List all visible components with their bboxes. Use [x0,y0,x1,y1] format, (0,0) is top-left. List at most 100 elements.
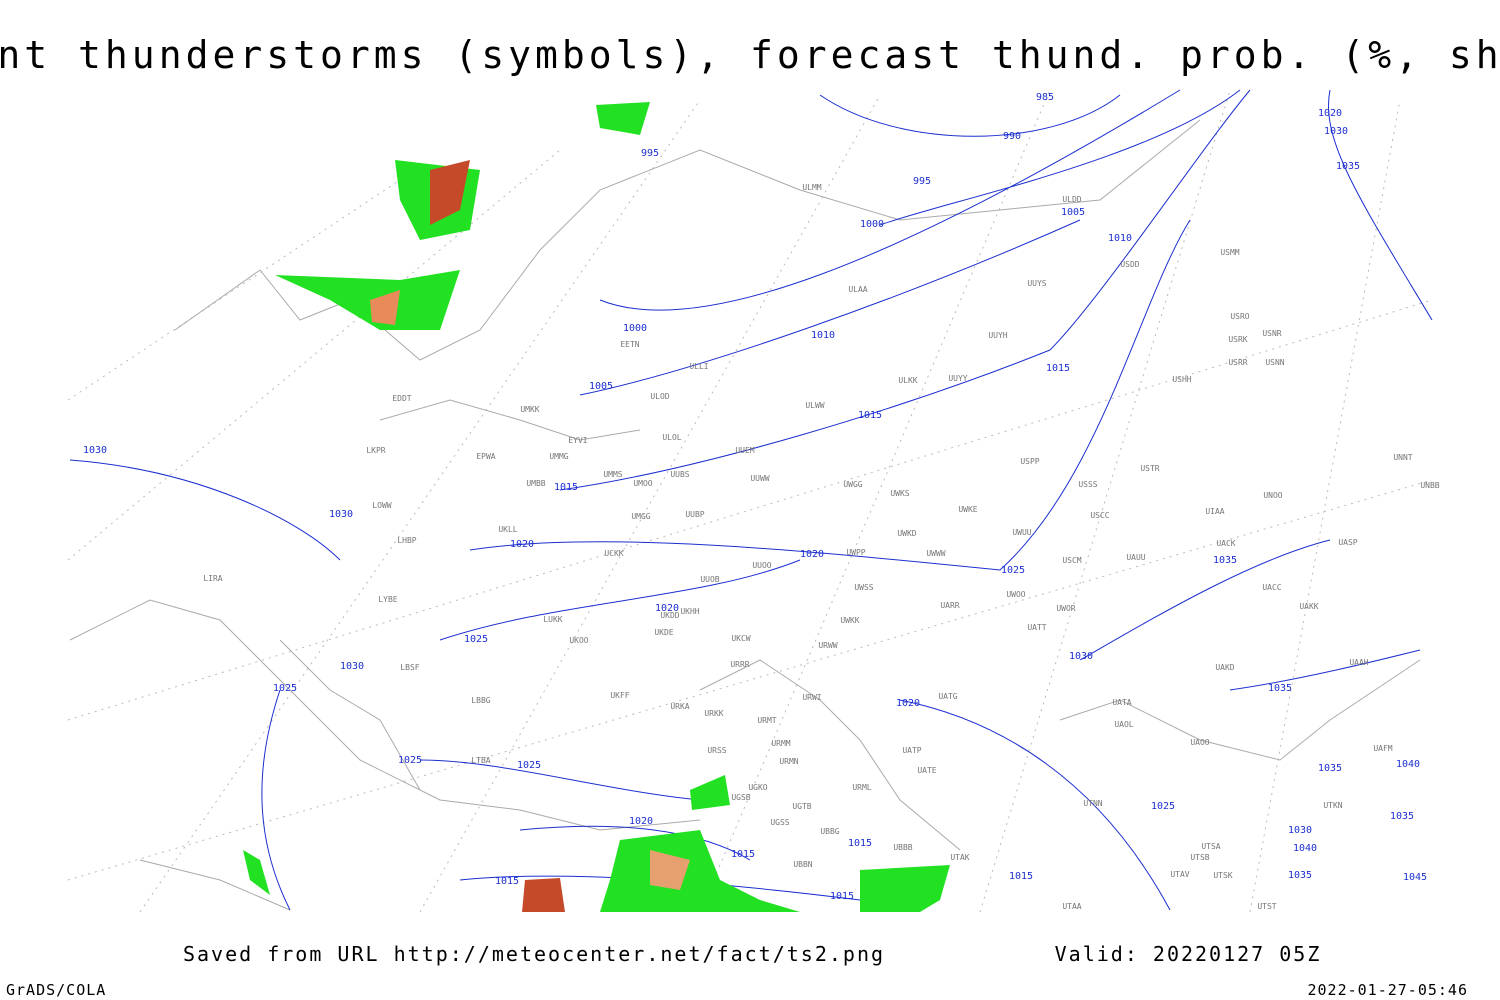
isobar-label: 1030 [340,661,364,672]
map-background [67,89,1433,913]
isobar-label: 1025 [273,683,297,694]
station-label: UBBN [793,860,812,869]
station-label: UGSS [770,818,789,827]
station-label: UCKK [604,549,623,558]
station-label: UUOB [700,575,719,584]
isobar-label: 990 [1003,131,1021,142]
station-label: UATP [902,746,921,755]
station-label: UIAA [1205,507,1224,516]
isobar-label: 1035 [1336,161,1360,172]
source-url: Saved from URL http://meteocenter.net/fa… [183,942,885,966]
station-label: URMN [779,757,798,766]
isobar-label: 1015 [848,838,872,849]
station-label: UWWW [926,549,945,558]
station-label: USTR [1140,464,1159,473]
station-label: UMGG [631,512,650,521]
isobar-label: 1025 [464,634,488,645]
station-label: UTST [1257,902,1276,911]
station-label: UMMG [549,452,568,461]
station-label: UWGG [843,480,862,489]
isobar-label: 1030 [1069,651,1093,662]
station-label: UACC [1262,583,1281,592]
isobar-label: 1045 [1403,872,1427,883]
isobar-label: 1035 [1318,763,1342,774]
station-label: UTKN [1323,801,1342,810]
isobar-label: 1010 [1108,233,1132,244]
isobar-label: 1010 [811,330,835,341]
station-label: UWKD [897,529,916,538]
station-label: UASP [1338,538,1357,547]
station-label: EPWA [476,452,495,461]
station-label: UTAV [1170,870,1189,879]
station-label: UWKE [958,505,977,514]
station-label: UGKO [748,783,767,792]
station-label: UATE [917,766,936,775]
station-label: UUYH [988,331,1007,340]
station-label: UKLL [498,525,517,534]
isobar-label: 1015 [830,891,854,902]
station-label: UAKK [1299,602,1318,611]
station-label: UUBS [670,470,689,479]
station-label: UKFF [610,691,629,700]
station-label: UATT [1027,623,1046,632]
station-label: UUEM [735,446,754,455]
isobar-label: 1000 [623,323,647,334]
isobar-label: 1015 [495,876,519,887]
valid-time: Valid: 20220127 05Z [1055,942,1322,966]
station-label: URMM [771,739,790,748]
isobar-labels: 985 990 995 995 1000 1005 1010 1000 1005 1010 1015… [83,92,1427,902]
station-label: ULLI [689,362,708,371]
station-label: LYBE [378,595,397,604]
station-label: USPP [1020,457,1039,466]
station-label: USNR [1262,329,1281,338]
station-label: UKDD [660,611,679,620]
station-label: URWI [802,693,821,702]
station-label: EETN [620,340,639,349]
station-label: UWKS [890,489,909,498]
isobar-label: 1020 [800,549,824,560]
isobar-label: 1035 [1390,811,1414,822]
isobar-label: 985 [1036,92,1054,103]
station-label: UUOO [752,561,771,570]
station-label: UUYS [1027,279,1046,288]
station-label: UBBG [820,827,839,836]
isobar-label: 1040 [1293,843,1317,854]
station-label: UWSS [854,583,873,592]
isobar-label: 1030 [1324,126,1348,137]
station-label: LKPR [366,446,385,455]
isobar-label: 1015 [731,849,755,860]
isobar-label: 1020 [510,539,534,550]
station-label: ULDD [1062,195,1081,204]
isobar-label: 1015 [1009,871,1033,882]
title: Current thunderstorms (symbols), forecas… [0,33,1500,77]
isobar-label: 1030 [83,445,107,456]
station-label: USMM [1220,248,1239,257]
station-label: UAOO [1190,738,1209,747]
station-label: URML [852,783,871,792]
station-label: UAFM [1373,744,1392,753]
station-label: USRR [1228,358,1247,367]
station-label: UWUU [1012,528,1031,537]
software: GrADS/COLA [6,981,106,999]
station-label: UMOO [633,479,652,488]
station-label: UTSK [1213,871,1232,880]
station-label: URWW [818,641,837,650]
isobar-label: 1040 [1396,759,1420,770]
station-label: USCC [1090,511,1109,520]
station-label: ULWW [805,401,824,410]
station-label: USRO [1230,312,1249,321]
station-label: UACK [1216,539,1235,548]
isobar-label: 1000 [860,219,884,230]
station-label: USSS [1078,480,1097,489]
station-label: URMT [757,716,776,725]
station-label: UTAA [1062,902,1081,911]
station-label: USDD [1120,260,1139,269]
station-label: UAKD [1215,663,1234,672]
station-label: EYVI [568,436,587,445]
station-label: UKOO [569,636,588,645]
isobar-label: 1030 [329,509,353,520]
station-label: UTSA [1201,842,1220,851]
station-label: UWOR [1056,604,1075,613]
station-label: UMMS [603,470,622,479]
